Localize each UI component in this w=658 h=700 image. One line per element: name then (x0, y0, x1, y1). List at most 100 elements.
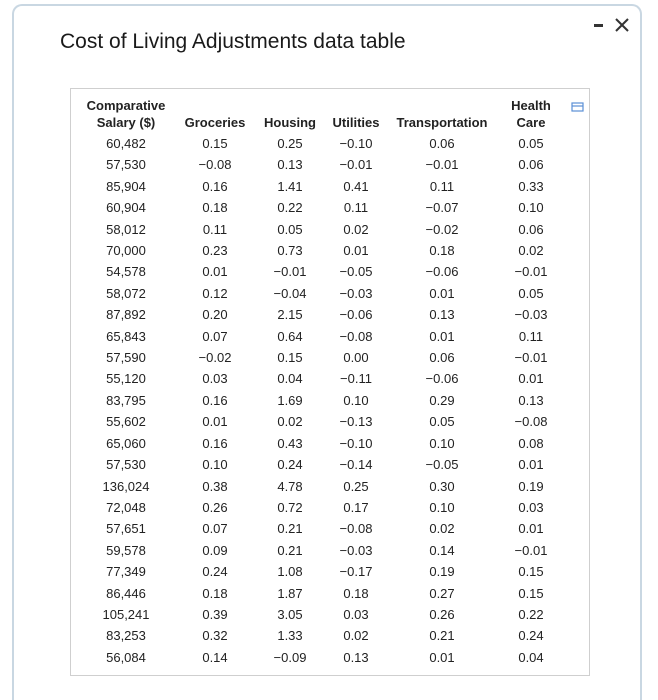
copy-icon[interactable] (571, 101, 585, 113)
table-cell: 0.22 (277, 200, 303, 216)
table-cell: 0.11 (429, 178, 455, 194)
column-header: Groceries (184, 115, 246, 130)
table-cell: 83,253 (106, 628, 146, 644)
column-header: Health Care (511, 98, 551, 130)
table-cell: 1.69 (277, 392, 303, 408)
table-cell: 136,024 (102, 478, 150, 494)
table-cell: 0.22 (518, 606, 544, 622)
table-cell: 0.02 (343, 221, 369, 237)
table-cell: −0.10 (339, 136, 373, 151)
table-cell: 56,084 (106, 649, 146, 665)
table-cell: 0.03 (343, 606, 369, 622)
table-cell: 0.25 (277, 136, 303, 151)
table-row: 70,000 0.23 0.73 0.01 0.18 0.02 (79, 240, 567, 261)
table-cell: 0.13 (429, 307, 455, 323)
table-cell: 0.03 (518, 499, 544, 515)
table-cell: 0.06 (518, 221, 544, 237)
table-cell: 0.17 (343, 499, 369, 515)
table-cell: 0.02 (518, 243, 544, 259)
table-cell: 0.07 (202, 328, 228, 344)
table-cell: 0.18 (429, 243, 455, 259)
table-cell: 0.01 (518, 521, 544, 537)
table-cell: 0.16 (202, 392, 228, 408)
table-cell: 0.19 (429, 564, 455, 580)
table-cell: 0.39 (202, 606, 228, 622)
table-cell: 2.15 (277, 307, 303, 323)
table-cell: 0.20 (202, 307, 228, 323)
table-cell: 0.12 (202, 285, 228, 301)
table-cell: 0.08 (518, 435, 544, 451)
table-cell: 0.05 (429, 414, 455, 430)
table-cell: 60,482 (106, 136, 146, 151)
table-cell: 0.21 (429, 628, 455, 644)
table-cell: 0.30 (429, 478, 455, 494)
table-cell: 0.15 (518, 564, 544, 580)
table-cell: 0.10 (429, 435, 455, 451)
table-cell: 0.07 (202, 521, 228, 537)
table-row: 65,843 0.07 0.64 −0.08 0.01 0.11 (79, 326, 567, 347)
table-row: 86,446 0.18 1.87 0.18 0.27 0.15 (79, 583, 567, 604)
table-cell: 0.01 (429, 649, 455, 665)
table-cell: 0.15 (518, 585, 544, 601)
table-cell: 0.72 (277, 499, 303, 515)
table-cell: −0.03 (339, 285, 373, 301)
window-controls (594, 18, 629, 32)
table-cell: 0.04 (518, 649, 544, 665)
table-cell: 0.26 (429, 606, 455, 622)
table-cell: 58,012 (106, 221, 146, 237)
table-cell: 77,349 (106, 564, 146, 580)
data-table: Comparative Salary ($) Groceries Housing Ut… (79, 97, 567, 668)
table-cell: 0.33 (518, 178, 544, 194)
table-row: 72,048 0.26 0.72 0.17 0.10 0.03 (79, 497, 567, 518)
table-cell: 0.11 (343, 200, 369, 216)
table-cell: 0.10 (343, 392, 369, 408)
table-cell: 0.11 (202, 221, 228, 237)
table-cell: 0.27 (429, 585, 455, 601)
table-row: 136,024 0.38 4.78 0.25 0.30 0.19 (79, 476, 567, 497)
table-cell: −0.05 (339, 264, 373, 280)
table-cell: −0.08 (198, 157, 232, 173)
table-cell: 0.18 (202, 200, 228, 216)
table-cell: 0.14 (429, 542, 455, 558)
table-cell: 4.78 (277, 478, 303, 494)
table-cell: 0.16 (202, 178, 228, 194)
table-cell: 1.33 (277, 628, 303, 644)
table-body: 60,482 0.15 0.25 −0.10 0.06 0.05 57,530 −0.08 0.… (79, 133, 567, 668)
table-cell: 0.01 (518, 457, 544, 473)
minimize-button[interactable] (594, 24, 603, 27)
table-cell: −0.04 (273, 285, 307, 301)
table-cell: 0.13 (343, 649, 369, 665)
table-row: 60,482 0.15 0.25 −0.10 0.06 0.05 (79, 133, 567, 154)
table-cell: −0.10 (339, 435, 373, 451)
table-row: 57,530 −0.08 0.13 −0.01 −0.01 0.06 (79, 154, 567, 175)
table-cell: −0.03 (339, 542, 373, 558)
table-cell: −0.09 (273, 649, 307, 665)
table-cell: 0.21 (277, 521, 303, 537)
table-row: 59,578 0.09 0.21 −0.03 0.14 −0.01 (79, 540, 567, 561)
table-cell: 58,072 (106, 285, 146, 301)
table-cell: 0.18 (343, 585, 369, 601)
table-row: 54,578 0.01 −0.01 −0.05 −0.06 −0.01 (79, 261, 567, 282)
table-cell: 1.41 (277, 178, 303, 194)
table-cell: −0.01 (514, 542, 548, 558)
table-row: 57,651 0.07 0.21 −0.08 0.02 0.01 (79, 518, 567, 539)
table-cell: 83,795 (106, 392, 146, 408)
table-cell: 0.10 (429, 499, 455, 515)
table-cell: 0.19 (518, 478, 544, 494)
table-cell: 87,892 (106, 307, 146, 323)
table-cell: 55,602 (106, 414, 146, 430)
table-cell: 57,530 (106, 157, 146, 173)
table-cell: 0.02 (277, 414, 303, 430)
table-row: 56,084 0.14 −0.09 0.13 0.01 0.04 (79, 647, 567, 668)
table-cell: 0.21 (277, 542, 303, 558)
table-cell: −0.05 (425, 457, 459, 473)
table-box: Comparative Salary ($) Groceries Housing Ut… (70, 88, 590, 676)
table-cell: 72,048 (106, 499, 146, 515)
table-cell: 0.26 (202, 499, 228, 515)
close-button[interactable] (615, 18, 629, 32)
table-cell: 0.00 (343, 350, 369, 366)
table-cell: 0.05 (277, 221, 303, 237)
table-cell: 0.32 (202, 628, 228, 644)
table-cell: 3.05 (277, 606, 303, 622)
table-cell: 0.09 (202, 542, 228, 558)
